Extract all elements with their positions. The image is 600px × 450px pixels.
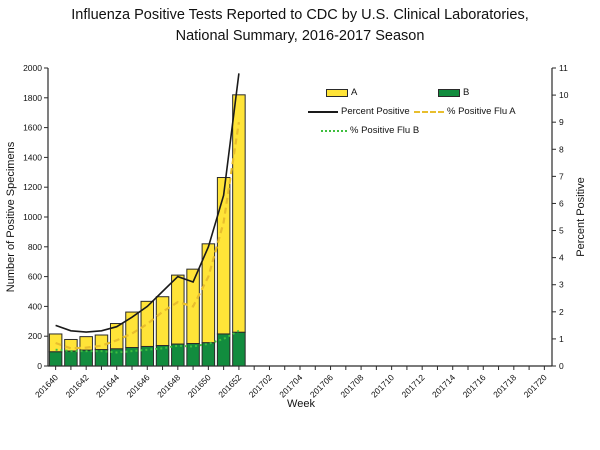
x-tick-label: 201702 xyxy=(247,372,274,399)
legend-label-flu-b: % Positive Flu B xyxy=(350,125,420,136)
y-left-tick-label: 200 xyxy=(28,331,42,341)
chart-title: Influenza Positive Tests Reported to CDC… xyxy=(0,5,600,47)
y-right-tick-label: 0 xyxy=(559,361,564,371)
legend-label-flu-a: % Positive Flu A xyxy=(447,106,516,117)
bar-a-segment xyxy=(64,338,78,352)
x-tick-label: 201720 xyxy=(522,372,549,399)
bar-b-segment xyxy=(48,351,63,367)
percent-positive-line xyxy=(55,73,240,333)
y-left-tick-label: 800 xyxy=(28,242,42,252)
legend-swatch-percent-positive xyxy=(308,110,338,113)
x-tick-label: 201650 xyxy=(186,372,213,399)
bar-a-segment xyxy=(171,274,185,345)
x-tick-label: 201708 xyxy=(338,372,365,399)
bar-a-segment xyxy=(155,296,170,347)
bar-b-segment xyxy=(155,345,170,367)
bar-b-segment xyxy=(232,331,246,367)
y-right-tick-label: 7 xyxy=(559,171,564,181)
y-right-tick-label: 2 xyxy=(559,307,564,317)
legend-label-b: B xyxy=(463,87,470,98)
bar-b-segment xyxy=(94,349,109,367)
percent-positive-flu-a-line xyxy=(55,122,240,350)
bar-b-segment xyxy=(109,348,124,367)
bar-a-segment xyxy=(232,94,246,333)
x-tick-label: 201718 xyxy=(491,372,518,399)
y-left-tick-label: 1800 xyxy=(23,93,42,103)
y-right-tick-label: 6 xyxy=(559,198,564,208)
x-axis-title: Week xyxy=(287,398,315,410)
x-tick-label: 201642 xyxy=(63,372,90,399)
legend-swatch-b xyxy=(438,88,460,97)
bar-b-segment xyxy=(140,345,155,367)
bar-b-segment xyxy=(171,343,185,367)
x-tick-label: 201706 xyxy=(308,372,335,399)
x-tick-label: 201714 xyxy=(430,372,457,399)
y-right-tick-label: 8 xyxy=(559,144,564,154)
legend-item-b: B xyxy=(438,87,469,98)
bar-b-segment xyxy=(186,343,200,367)
legend-swatch-flu-b xyxy=(321,129,347,132)
legend-item-flu-b: % Positive Flu B xyxy=(321,125,419,136)
bar-b-segment xyxy=(216,333,231,367)
x-tick-label: 201712 xyxy=(399,372,426,399)
x-tick-label: 201648 xyxy=(155,372,182,399)
bar-b-segment xyxy=(79,349,93,367)
y-right-tick-label: 11 xyxy=(559,63,568,73)
percent-positive-flu-b-line xyxy=(55,329,240,354)
y-left-tick-label: 1000 xyxy=(23,212,42,222)
y-left-tick-label: 1600 xyxy=(23,123,42,133)
y-left-tick-label: 400 xyxy=(28,301,42,311)
legend-swatch-a xyxy=(326,88,348,97)
y-right-tick-label: 4 xyxy=(559,253,564,263)
y-left-tick-label: 1200 xyxy=(23,182,42,192)
y-left-tick-label: 2000 xyxy=(23,63,42,73)
y-right-tick-label: 3 xyxy=(559,280,564,290)
x-tick-label: 201716 xyxy=(461,372,488,399)
y-right-tick-label: 9 xyxy=(559,117,564,127)
legend-swatch-flu-a xyxy=(414,110,444,113)
y-axis-title-left: Number of Positive Specimens xyxy=(5,141,17,293)
legend-label-percent-positive: Percent Positive xyxy=(341,106,410,117)
x-tick-label: 201710 xyxy=(369,372,396,399)
y-right-tick-label: 1 xyxy=(559,334,564,344)
y-right-tick-label: 10 xyxy=(559,90,569,100)
bar-a-segment xyxy=(216,177,231,335)
bar-a-segment xyxy=(94,334,109,351)
legend-label-a: A xyxy=(351,87,358,98)
y-left-tick-label: 600 xyxy=(28,272,42,282)
y-left-tick-label: 1400 xyxy=(23,152,42,162)
chart-title-line1: Influenza Positive Tests Reported to CDC… xyxy=(71,7,529,23)
legend-item-flu-a: % Positive Flu A xyxy=(414,106,516,117)
legend-item-a: A xyxy=(326,87,357,98)
x-tick-label: 201652 xyxy=(216,372,243,399)
bar-b-segment xyxy=(125,347,139,367)
chart-title-line2: National Summary, 2016-2017 Season xyxy=(175,28,425,45)
legend-item-percent-positive: Percent Positive xyxy=(308,106,410,117)
y-left-tick-label: 0 xyxy=(37,361,42,371)
y-axis-title-right: Percent Positive xyxy=(575,177,587,257)
x-tick-label: 201644 xyxy=(94,372,121,399)
x-tick-label: 201704 xyxy=(277,372,304,399)
bar-b-segment xyxy=(64,350,78,367)
bar-b-segment xyxy=(201,342,216,367)
y-right-tick-label: 5 xyxy=(559,226,564,236)
x-tick-label: 201640 xyxy=(33,372,60,399)
x-tick-label: 201646 xyxy=(125,372,152,399)
bar-a-segment xyxy=(140,300,155,347)
